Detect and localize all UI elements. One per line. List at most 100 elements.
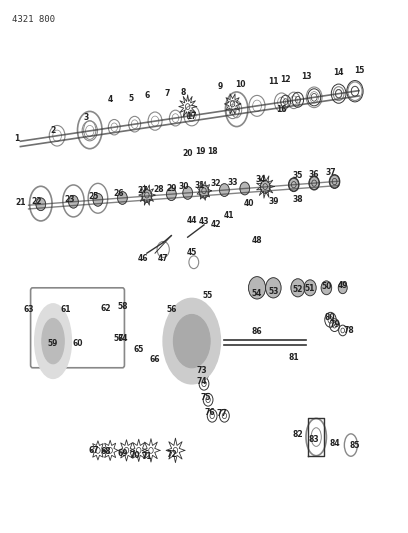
- Text: 13: 13: [301, 72, 311, 80]
- Text: 74: 74: [197, 377, 207, 385]
- Text: 78: 78: [344, 326, 354, 335]
- Ellipse shape: [35, 304, 71, 378]
- Circle shape: [199, 185, 209, 198]
- Text: 44: 44: [186, 216, 197, 224]
- Text: 23: 23: [64, 195, 75, 204]
- Circle shape: [220, 184, 229, 197]
- Text: 70: 70: [129, 451, 140, 459]
- Text: 42: 42: [211, 221, 222, 229]
- Text: 82: 82: [293, 430, 303, 439]
- Text: 15: 15: [354, 67, 364, 75]
- Text: 86: 86: [252, 327, 262, 336]
- Text: 80: 80: [324, 313, 335, 321]
- Circle shape: [289, 179, 299, 191]
- Text: 53: 53: [268, 287, 279, 296]
- Circle shape: [69, 195, 78, 208]
- Circle shape: [248, 277, 266, 299]
- Text: 34: 34: [256, 175, 266, 184]
- Text: 67: 67: [89, 446, 99, 455]
- Text: 83: 83: [309, 435, 319, 444]
- Text: 4321 800: 4321 800: [12, 15, 55, 24]
- Text: 17: 17: [186, 112, 197, 120]
- Text: 5: 5: [128, 94, 133, 102]
- Circle shape: [36, 198, 46, 211]
- Circle shape: [166, 188, 176, 200]
- Text: 59: 59: [48, 340, 58, 348]
- Circle shape: [330, 175, 339, 188]
- Text: 18: 18: [207, 148, 217, 156]
- Text: 71: 71: [142, 453, 152, 461]
- Text: 31: 31: [195, 181, 205, 190]
- Text: 33: 33: [227, 178, 238, 187]
- Text: 2: 2: [51, 126, 55, 135]
- Ellipse shape: [173, 314, 210, 368]
- Text: 38: 38: [293, 196, 303, 204]
- Text: 47: 47: [158, 254, 169, 263]
- Text: 51: 51: [305, 284, 315, 293]
- Text: 20: 20: [182, 149, 193, 158]
- Text: 37: 37: [325, 168, 336, 176]
- Text: 52: 52: [293, 286, 303, 294]
- Text: 27: 27: [137, 187, 148, 195]
- Text: 1: 1: [14, 134, 19, 143]
- Circle shape: [142, 190, 152, 203]
- Text: 46: 46: [137, 254, 148, 263]
- Text: 40: 40: [244, 199, 254, 208]
- Text: 64: 64: [117, 334, 128, 343]
- Text: 25: 25: [89, 192, 99, 200]
- Text: 9: 9: [218, 82, 223, 91]
- Text: 79: 79: [329, 320, 340, 328]
- Text: 68: 68: [101, 448, 111, 456]
- Circle shape: [93, 193, 103, 206]
- Text: 14: 14: [333, 68, 344, 77]
- Text: 12: 12: [280, 75, 291, 84]
- Text: 35: 35: [293, 172, 303, 180]
- Circle shape: [304, 280, 316, 296]
- Text: 30: 30: [178, 182, 189, 191]
- Circle shape: [321, 281, 332, 295]
- Text: 76: 76: [205, 408, 215, 416]
- Text: 49: 49: [337, 281, 348, 289]
- Text: 16: 16: [276, 105, 287, 114]
- Text: 41: 41: [223, 212, 234, 220]
- Ellipse shape: [163, 298, 220, 384]
- Text: 11: 11: [268, 77, 279, 85]
- Circle shape: [118, 191, 127, 204]
- Text: 39: 39: [268, 197, 279, 206]
- Text: 81: 81: [288, 353, 299, 361]
- Text: 48: 48: [252, 237, 262, 245]
- Text: 77: 77: [217, 409, 228, 417]
- Text: 6: 6: [144, 92, 149, 100]
- Text: 84: 84: [329, 439, 340, 448]
- Text: 66: 66: [150, 356, 160, 364]
- Text: 65: 65: [133, 345, 144, 353]
- Text: 36: 36: [309, 170, 319, 179]
- Text: 10: 10: [235, 80, 246, 89]
- Ellipse shape: [42, 318, 64, 364]
- Text: 54: 54: [252, 289, 262, 297]
- Circle shape: [183, 187, 193, 199]
- Circle shape: [260, 181, 270, 193]
- Text: 28: 28: [154, 185, 164, 194]
- Text: 72: 72: [166, 450, 177, 458]
- Text: 43: 43: [199, 217, 209, 225]
- Text: 58: 58: [117, 302, 128, 311]
- Text: 26: 26: [113, 189, 124, 198]
- Text: 56: 56: [166, 305, 177, 313]
- Text: 8: 8: [181, 88, 186, 96]
- Text: 3: 3: [83, 113, 88, 122]
- Text: 55: 55: [203, 292, 213, 300]
- Text: 21: 21: [15, 198, 26, 207]
- Text: 45: 45: [186, 248, 197, 257]
- Text: 75: 75: [201, 393, 211, 401]
- Circle shape: [309, 177, 319, 190]
- Circle shape: [240, 182, 250, 195]
- Text: 61: 61: [60, 305, 71, 313]
- Text: 69: 69: [117, 449, 128, 458]
- Text: 73: 73: [197, 366, 207, 375]
- Circle shape: [266, 278, 281, 298]
- Text: 62: 62: [101, 304, 111, 312]
- Text: 50: 50: [321, 282, 332, 291]
- Text: 19: 19: [195, 148, 205, 156]
- Text: 63: 63: [23, 305, 34, 313]
